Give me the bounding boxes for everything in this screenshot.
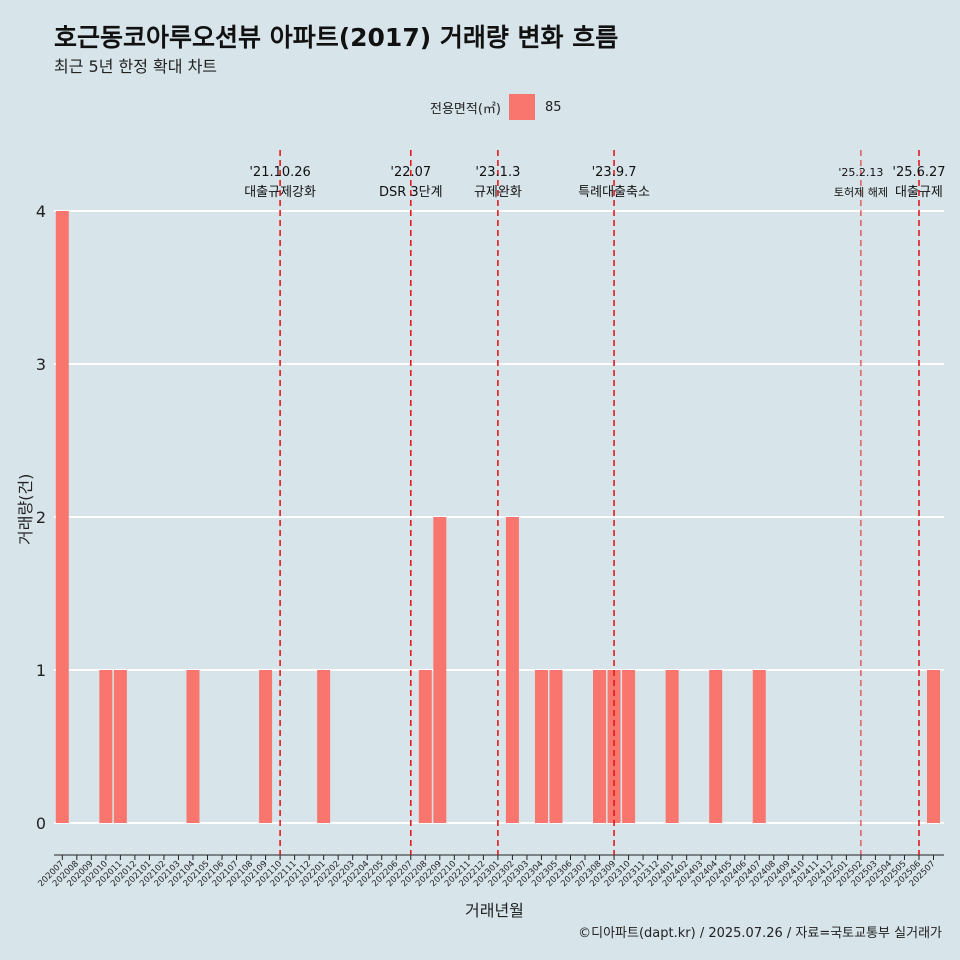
bar bbox=[534, 670, 548, 823]
legend-title: 전용면적(㎡) bbox=[430, 101, 501, 117]
event-name-label: 대출규제강화 bbox=[244, 185, 316, 200]
bar bbox=[55, 211, 69, 823]
chart-title: 호근동코아루오션뷰 아파트(2017) 거래량 변화 흐름 bbox=[54, 23, 619, 52]
bar bbox=[622, 670, 636, 823]
y-tick-label: 3 bbox=[36, 355, 46, 374]
x-axis-label: 거래년월 bbox=[465, 901, 524, 920]
bar bbox=[607, 670, 621, 823]
event-date-label: '25.6.27 bbox=[892, 165, 945, 180]
bar bbox=[505, 517, 519, 823]
bar bbox=[317, 670, 331, 823]
chart-subtitle: 최근 5년 한정 확대 차트 bbox=[54, 57, 218, 76]
event-name-label: 특례대출축소 bbox=[578, 185, 650, 200]
event-name-label: DSR 3단계 bbox=[379, 185, 443, 200]
event-date-label: '22.07 bbox=[390, 165, 431, 180]
bar bbox=[549, 670, 563, 823]
event-name-label: 규제완화 bbox=[474, 185, 522, 200]
bar bbox=[418, 670, 432, 823]
bar bbox=[593, 670, 607, 823]
event-date-label: '25.2.13 bbox=[838, 166, 883, 179]
y-tick-label: 2 bbox=[36, 508, 46, 527]
event-name-label: 토허제 해제 bbox=[834, 185, 888, 199]
event-date-label: '23.1.3 bbox=[475, 165, 520, 180]
y-tick-label: 4 bbox=[36, 202, 46, 221]
source-caption: ©디아파트(dapt.kr) / 2025.07.26 / 자료=국토교통부 실… bbox=[578, 926, 942, 941]
bar bbox=[927, 670, 940, 823]
bar bbox=[113, 670, 127, 823]
legend-swatch bbox=[508, 94, 535, 120]
y-axis-label: 거래량(건) bbox=[16, 473, 35, 545]
legend-label: 85 bbox=[544, 99, 562, 115]
event-name-label: 대출규제 bbox=[895, 185, 943, 200]
bar bbox=[186, 670, 200, 823]
bar bbox=[709, 670, 723, 823]
bar bbox=[99, 670, 113, 823]
bar bbox=[665, 670, 679, 823]
bar bbox=[259, 670, 273, 823]
y-tick-label: 1 bbox=[36, 661, 46, 680]
y-tick-label: 0 bbox=[36, 814, 46, 833]
legend: 전용면적(㎡) 85 bbox=[430, 94, 562, 120]
event-date-label: '21.10.26 bbox=[249, 165, 310, 180]
bar bbox=[752, 670, 766, 823]
event-date-label: '23.9.7 bbox=[592, 165, 637, 180]
bar bbox=[433, 517, 447, 823]
